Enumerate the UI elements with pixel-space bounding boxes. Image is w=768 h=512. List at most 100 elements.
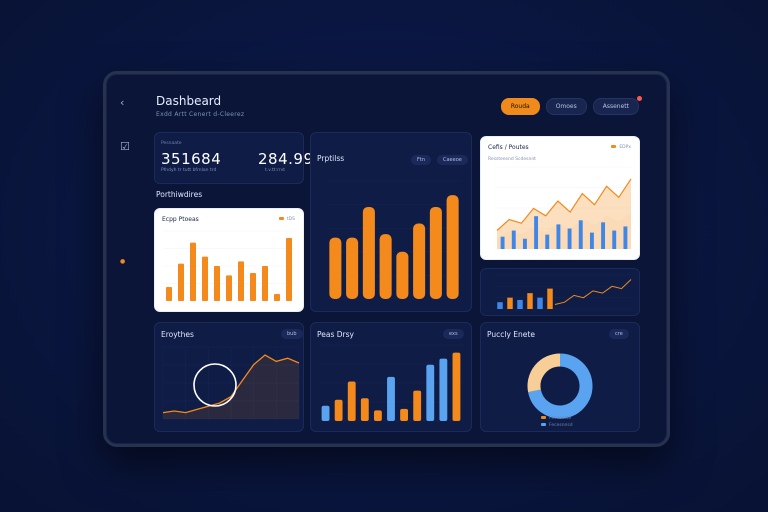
pash-bar (452, 352, 461, 421)
mini-line (554, 279, 632, 305)
fpp-legend-text: tDS (286, 217, 295, 222)
profits-bar (413, 223, 426, 299)
fpp-bar (166, 287, 172, 301)
donut-slice (528, 353, 593, 419)
coffs-bar (601, 222, 606, 249)
profits-title: Prptilss (317, 154, 345, 163)
kpi-sub-2: t.v.tt:rrvt (265, 168, 286, 173)
mini-bar (527, 293, 533, 309)
fpp-card: Ecpp Ptoeas tDS (154, 208, 304, 312)
fpp-bar (178, 263, 184, 301)
legend-swatch-icon (541, 416, 546, 419)
legend-swatch-icon (278, 217, 284, 220)
pash-bar (426, 364, 435, 421)
profits-bar (396, 251, 409, 299)
pash-bar (373, 410, 382, 421)
pash-bar (360, 398, 369, 421)
coffs-title: Cefis / Poutes (488, 144, 529, 151)
pash-bar (347, 381, 356, 421)
pendy-legend-2: Fecesnnsd (541, 423, 573, 428)
fpp-bar (214, 266, 220, 301)
engagement-title: Eroythes (161, 330, 194, 339)
mini-combo-chart (495, 274, 633, 310)
primary-button[interactable]: Rouda (500, 98, 540, 115)
coffs-bar (522, 238, 527, 249)
mini-card (480, 268, 640, 316)
kpi-card: Pesnaate 351684 284.99 Pfndyh tr tutt bf… (154, 132, 313, 184)
fpp-bar (274, 294, 280, 301)
account-label: Assenett (602, 103, 629, 110)
secondary-button[interactable]: Omoes (545, 98, 587, 115)
mini-bar (547, 288, 553, 309)
profits-chip-2[interactable]: Caeeoe (437, 155, 468, 165)
pash-bar (439, 358, 448, 421)
coffs-bar (500, 236, 505, 249)
fpp-bar (226, 275, 232, 301)
top-actions: Rouda Omoes Assenett (500, 96, 642, 115)
pendy-title: Puccly Enete (487, 330, 535, 339)
checkbox-icon[interactable]: ☑ (120, 140, 130, 153)
mini-bar (537, 297, 543, 309)
back-chevron-icon[interactable]: ‹ (120, 96, 125, 109)
coffs-area-chart (496, 166, 632, 250)
coffs-bar (567, 228, 572, 249)
profits-chip-1[interactable]: Ftn (411, 155, 432, 165)
coffs-bar (612, 230, 617, 249)
mini-bar (517, 299, 523, 309)
pendy-card: Puccly Enete cre Fesdseste Fecesnnsd (480, 322, 640, 432)
kpi-label: Pesnaate (161, 141, 182, 146)
pendy-chip[interactable]: cre (609, 329, 629, 339)
pendy-legend-1: Fesdseste (541, 416, 571, 421)
coffs-bar (556, 224, 561, 249)
kpi-sub-1: Pfndyh tr tutt bfrnlan trd (161, 168, 217, 173)
fpp-bar (250, 273, 256, 301)
coffs-card: Cefis / Poutes EDPx Ressteesnd Scdesnnt (480, 136, 640, 260)
mini-bar (507, 297, 513, 309)
legend-swatch-icon (541, 423, 546, 426)
coffs-bar (589, 232, 594, 249)
pendy-legend-2-text: Fecesnnsd (549, 423, 573, 428)
pash-card: Peas Drsy exs (310, 322, 472, 432)
coffs-sub: Ressteesnd Scdesnnt (488, 157, 536, 162)
fpp-legend: tDS (278, 217, 295, 222)
donut-slice (527, 353, 561, 393)
page-title: Dashbeard (156, 94, 222, 108)
fpp-bar (190, 242, 196, 301)
fpp-title: Ecpp Ptoeas (162, 216, 199, 223)
pendy-donut-chart (527, 353, 593, 419)
engagement-line-chart (162, 346, 300, 420)
fpp-bar (202, 256, 208, 301)
fpp-bar (286, 238, 292, 301)
engagement-card: Eroythes bub (154, 322, 304, 432)
pendy-legend-1-text: Fesdseste (549, 416, 572, 421)
profits-bar-chart (327, 180, 461, 300)
pash-bar (321, 405, 330, 421)
section-label-left: Porthiwdires (156, 190, 203, 199)
highlight-circle (193, 363, 237, 407)
profits-bar (446, 195, 459, 299)
mini-bar (497, 302, 503, 309)
account-button[interactable]: Assenett (592, 96, 642, 115)
coffs-line (496, 178, 632, 231)
pash-bar (400, 408, 409, 421)
legend-swatch-icon (611, 145, 617, 148)
coffs-bar (534, 216, 539, 249)
coffs-legend: EDPx (611, 145, 631, 150)
coffs-bar (545, 234, 550, 249)
profits-bar (346, 237, 359, 299)
profits-bar (362, 206, 375, 299)
page-subtitle: Exdd Artt Cenert d-Cleerez (156, 111, 245, 118)
eng-area (163, 355, 299, 419)
engagement-chip[interactable]: bub (281, 329, 303, 339)
eng-line (162, 354, 300, 414)
profits-bar (429, 206, 442, 299)
notification-dot-icon (637, 96, 642, 101)
pash-bar (413, 390, 422, 421)
kpi-value-1: 351684 (161, 150, 222, 168)
coffs-area-2 (497, 212, 631, 249)
fpp-bar (262, 266, 268, 301)
tablet-frame: ‹ ☑ ● Dashbeard Exdd Artt Cenert d-Cleer… (103, 71, 670, 447)
pash-chip[interactable]: exs (443, 329, 464, 339)
left-rail: ‹ ☑ ● (106, 74, 146, 444)
pash-bar (387, 376, 395, 421)
